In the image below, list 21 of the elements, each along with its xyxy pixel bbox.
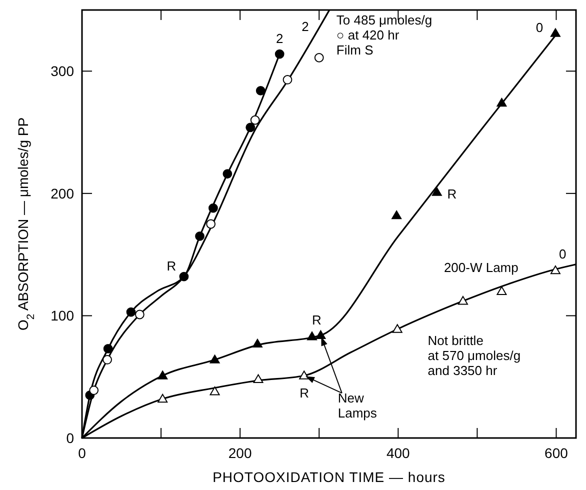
annotation: 0 [559, 246, 566, 262]
annotation: 0 [536, 20, 544, 35]
x-tick-label: 400 [386, 445, 410, 461]
annotation: R [447, 186, 457, 202]
x-axis-title: PHOTOOXIDATION TIME — hours [212, 469, 446, 485]
y-tick-label: 300 [50, 63, 74, 80]
y-tick-label: 100 [50, 308, 74, 324]
annotation: Not brittle at 570 μmoles/g and 3350 hr [428, 332, 521, 378]
y-tick-label: 0 [66, 430, 74, 446]
annotation: 2 [302, 18, 309, 34]
annotation: 2 [276, 30, 284, 46]
x-tick-label: 0 [78, 445, 86, 461]
annotation: New Lamps [338, 390, 378, 420]
y-tick-label: 200 [50, 185, 74, 202]
x-tick-label: 600 [544, 445, 568, 461]
annotation: R [166, 258, 176, 274]
annotation: To 485 μmoles/g ○ at 420 hr Film S [336, 12, 432, 57]
x-tick-label: 200 [228, 445, 252, 461]
annotation: R [312, 312, 322, 327]
annotation: 200-W Lamp [444, 259, 518, 274]
annotation: R [300, 385, 309, 400]
